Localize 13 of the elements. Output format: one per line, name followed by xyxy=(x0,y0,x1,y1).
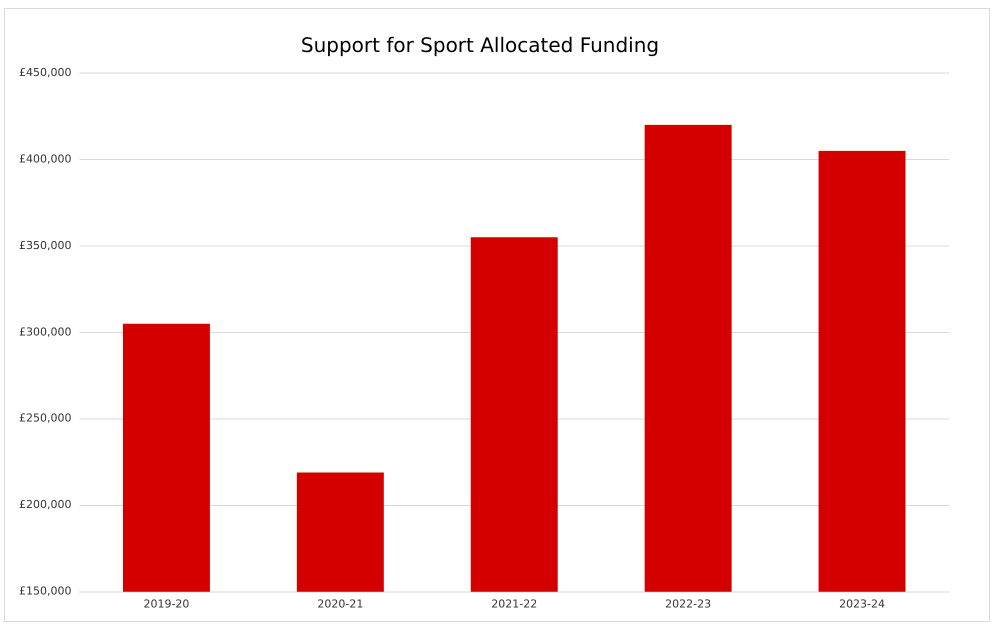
y-tick-label: £450,000 xyxy=(18,66,72,79)
x-tick-label: 2023-24 xyxy=(839,597,886,610)
x-tick-label: 2020-21 xyxy=(317,597,364,610)
y-tick-label: £350,000 xyxy=(18,238,72,252)
x-tick-label: 2019-20 xyxy=(143,597,190,610)
x-tick-label: 2022-23 xyxy=(665,597,712,610)
y-tick-label: £250,000 xyxy=(18,412,72,425)
x-tick-label: 2021-22 xyxy=(491,597,538,610)
y-tick-label: £400,000 xyxy=(18,152,72,166)
y-tick-label: £300,000 xyxy=(18,325,72,338)
chart-title: Support for Sport Allocated Funding xyxy=(300,33,660,58)
y-tick-label: £200,000 xyxy=(18,498,72,512)
y-tick-label: £150,000 xyxy=(18,584,72,598)
